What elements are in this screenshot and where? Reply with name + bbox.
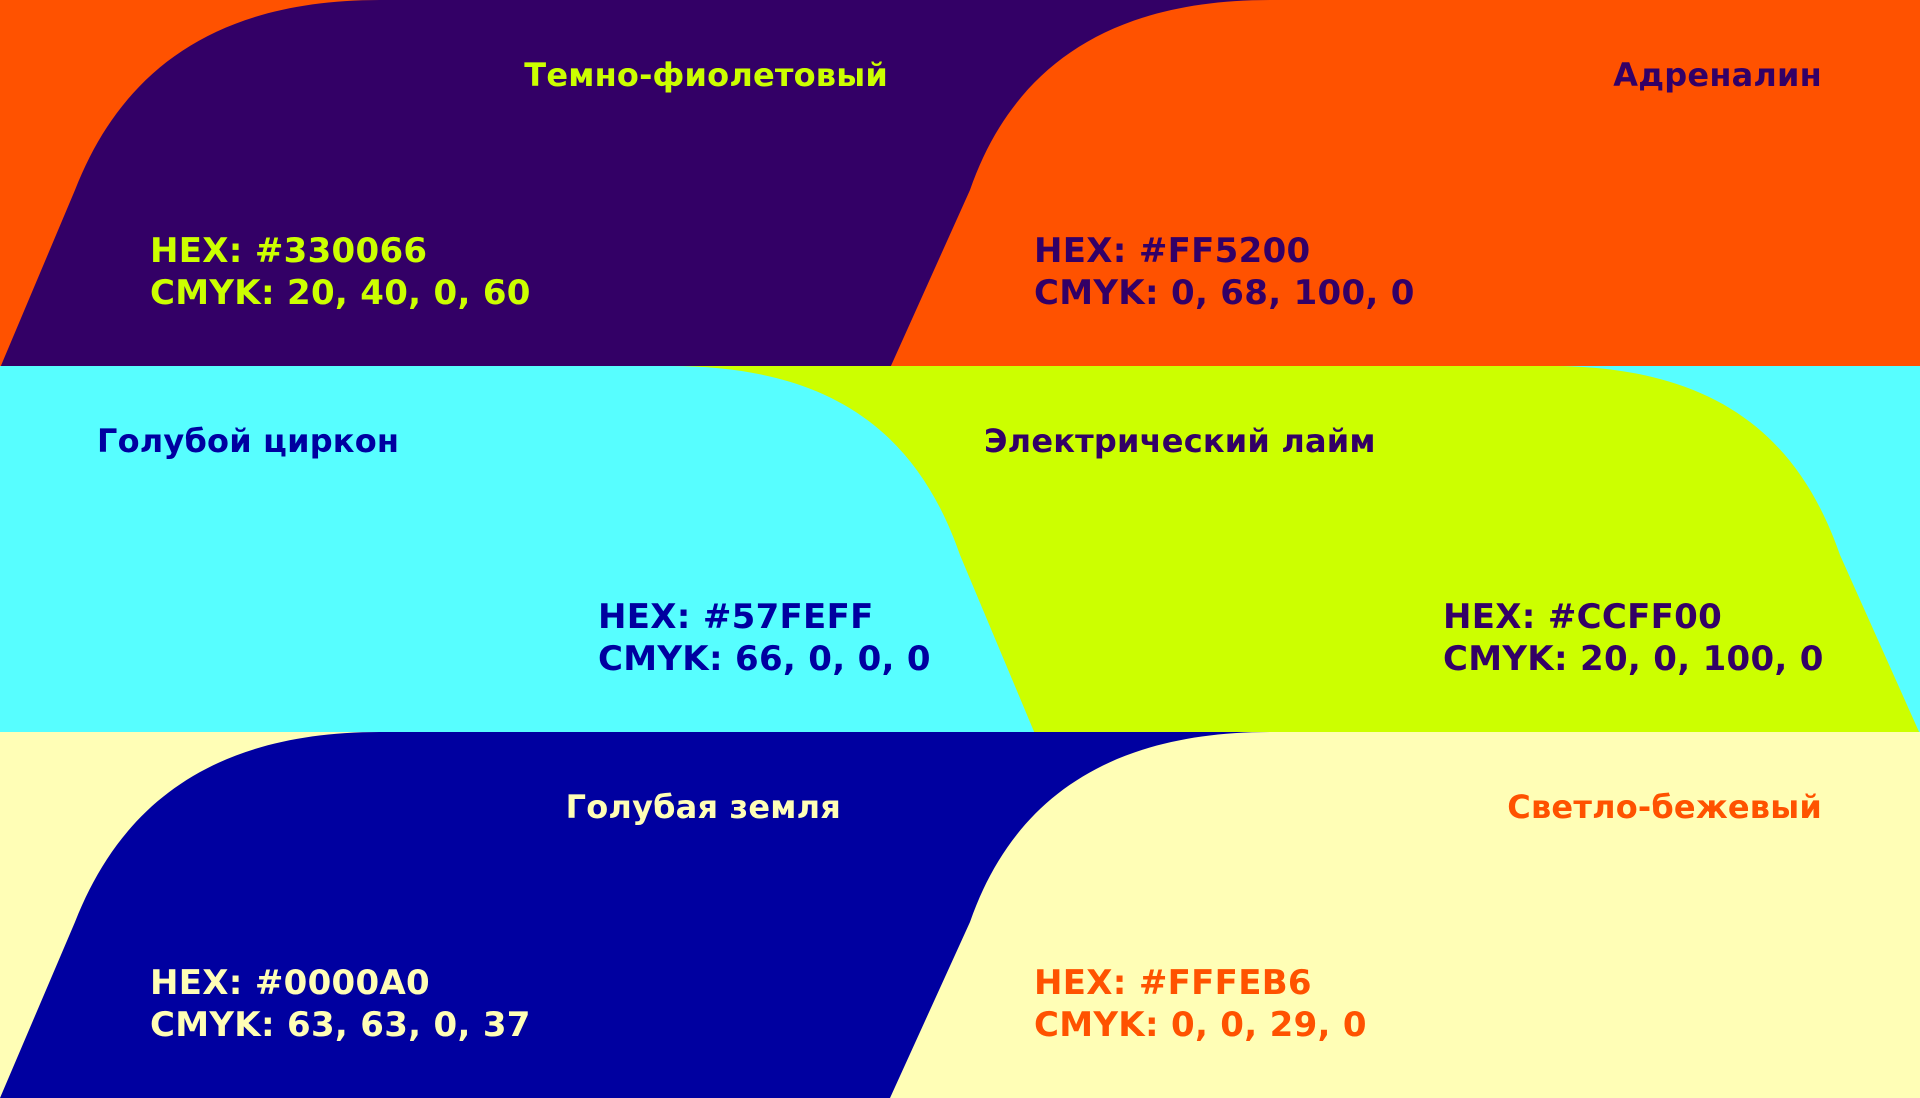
blue-earth-swatch: [0, 732, 1270, 1098]
zircon-hex: HEX: #57FEFF: [598, 597, 874, 637]
electric-lime-spec: HEX: #CCFF00 CMYK: 20, 0, 100, 0: [1443, 596, 1824, 680]
electric-lime-hex: HEX: #CCFF00: [1443, 597, 1723, 637]
adrenaline-hex: HEX: #FF5200: [1034, 231, 1311, 271]
dark-violet-cmyk: CMYK: 20, 40, 0, 60: [150, 273, 531, 313]
light-beige-hex: HEX: #FFFEB6: [1034, 963, 1312, 1003]
dark-violet-spec: HEX: #330066 CMYK: 20, 40, 0, 60: [150, 230, 531, 314]
electric-lime-swatch: [670, 366, 1920, 734]
zircon-cmyk: CMYK: 66, 0, 0, 0: [598, 639, 931, 679]
zircon-name: Голубой циркон: [97, 422, 400, 460]
light-beige-cmyk: CMYK: 0, 0, 29, 0: [1034, 1005, 1367, 1045]
blue-earth-hex: HEX: #0000A0: [150, 963, 431, 1003]
electric-lime-name: Электрический лайм: [984, 422, 1376, 460]
blue-earth-cmyk: CMYK: 63, 63, 0, 37: [150, 1005, 531, 1045]
adrenaline-spec: HEX: #FF5200 CMYK: 0, 68, 100, 0: [1034, 230, 1415, 314]
light-beige-name: Светло-бежевый: [1507, 788, 1822, 826]
blue-earth-name: Голубая земля: [565, 788, 841, 826]
adrenaline-name: Адреналин: [1613, 56, 1822, 94]
blue-earth-spec: HEX: #0000A0 CMYK: 63, 63, 0, 37: [150, 962, 531, 1046]
zircon-spec: HEX: #57FEFF CMYK: 66, 0, 0, 0: [598, 596, 931, 680]
dark-violet-hex: HEX: #330066: [150, 231, 428, 271]
electric-lime-cmyk: CMYK: 20, 0, 100, 0: [1443, 639, 1824, 679]
dark-violet-name: Темно-фиолетовый: [524, 56, 888, 94]
adrenaline-cmyk: CMYK: 0, 68, 100, 0: [1034, 273, 1415, 313]
light-beige-spec: HEX: #FFFEB6 CMYK: 0, 0, 29, 0: [1034, 962, 1367, 1046]
dark-violet-swatch: [0, 0, 1270, 368]
